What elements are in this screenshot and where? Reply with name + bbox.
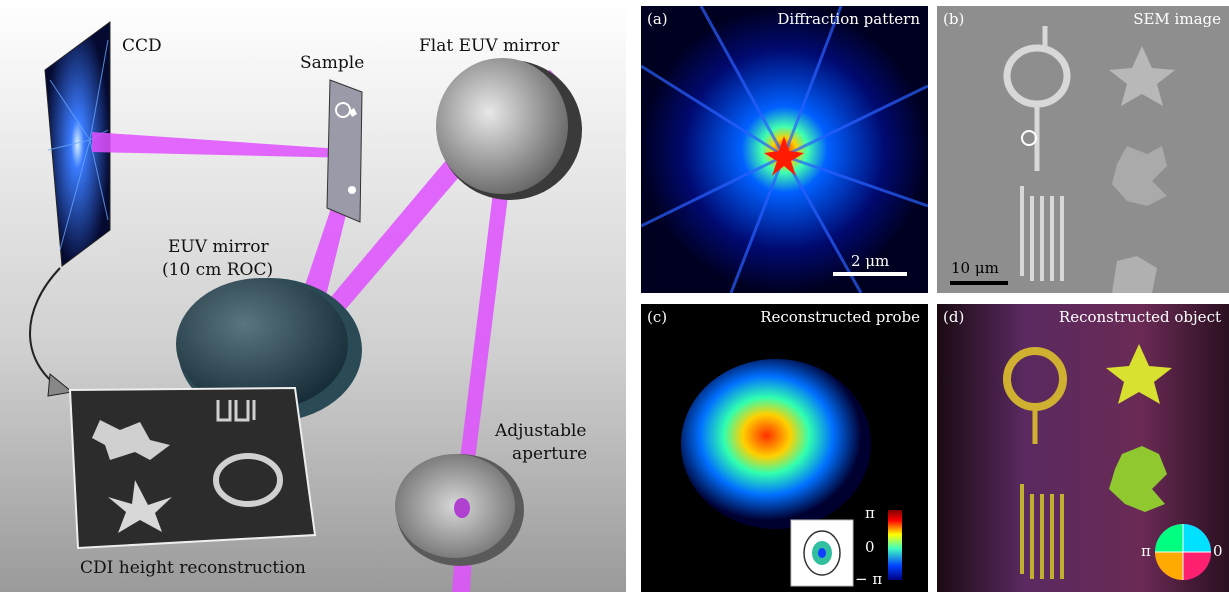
reconstructed-probe-image: [641, 304, 928, 592]
euv-mirror-label-line2: (10 cm ROC): [162, 260, 274, 280]
sample-plate: [326, 79, 363, 223]
panel-d-title: Reconstructed object: [1058, 308, 1221, 326]
ccd-to-reconstruction-arrow: [29, 267, 74, 397]
colorbar-mid-label: 0: [865, 538, 875, 556]
aperture-label-line1: Adjustable: [495, 421, 587, 441]
sem-image: [937, 6, 1229, 293]
euv-curved-mirror: [176, 278, 362, 422]
reconstructed-object-image: [937, 304, 1229, 592]
schematic-illustration: [0, 0, 626, 592]
panel-a-tag: (a): [647, 10, 668, 28]
panel-c-tag: (c): [647, 308, 668, 326]
cdi-height-reconstruction-plate: [68, 386, 317, 550]
phase-color-wheel: [1155, 524, 1211, 580]
euv-mirror-label-line1: EUV mirror: [168, 237, 269, 257]
panel-d-object: (d) Reconstructed object π 0: [937, 304, 1229, 592]
wheel-left-label: π: [1141, 542, 1151, 560]
panel-c-probe: (c) Reconstructed probe π 0 − π: [641, 304, 928, 592]
flat-mirror-label: Flat EUV mirror: [419, 36, 560, 56]
wheel-right-label: 0: [1213, 542, 1223, 560]
schematic-panel: CCD Sample Flat EUV mirror EUV mirror (1…: [0, 0, 626, 592]
colorbar-top-label: π: [865, 504, 875, 522]
panel-b-sem: (b) SEM image 10 μm: [937, 6, 1229, 293]
panel-b-tag: (b): [943, 10, 965, 28]
aperture-label-line2: aperture: [512, 444, 588, 464]
ccd-label: CCD: [122, 36, 162, 56]
panel-a-scalebar-label: 2 μm: [851, 252, 890, 270]
diffraction-pattern-image: [641, 6, 928, 293]
sample-label: Sample: [300, 53, 365, 73]
flat-euv-mirror: [436, 58, 582, 200]
panel-d-tag: (d): [943, 308, 965, 326]
panel-b-title: SEM image: [1133, 10, 1221, 28]
panel-b-scalebar-label: 10 μm: [951, 259, 999, 277]
adjustable-aperture: [395, 454, 524, 566]
panel-c-title: Reconstructed probe: [760, 308, 920, 326]
panel-a-diffraction: (a) Diffraction pattern 2 μm: [641, 6, 928, 293]
cdi-label: CDI height reconstruction: [80, 558, 306, 578]
panel-a-title: Diffraction pattern: [777, 10, 920, 28]
colorbar-bottom-label: − π: [855, 570, 883, 588]
